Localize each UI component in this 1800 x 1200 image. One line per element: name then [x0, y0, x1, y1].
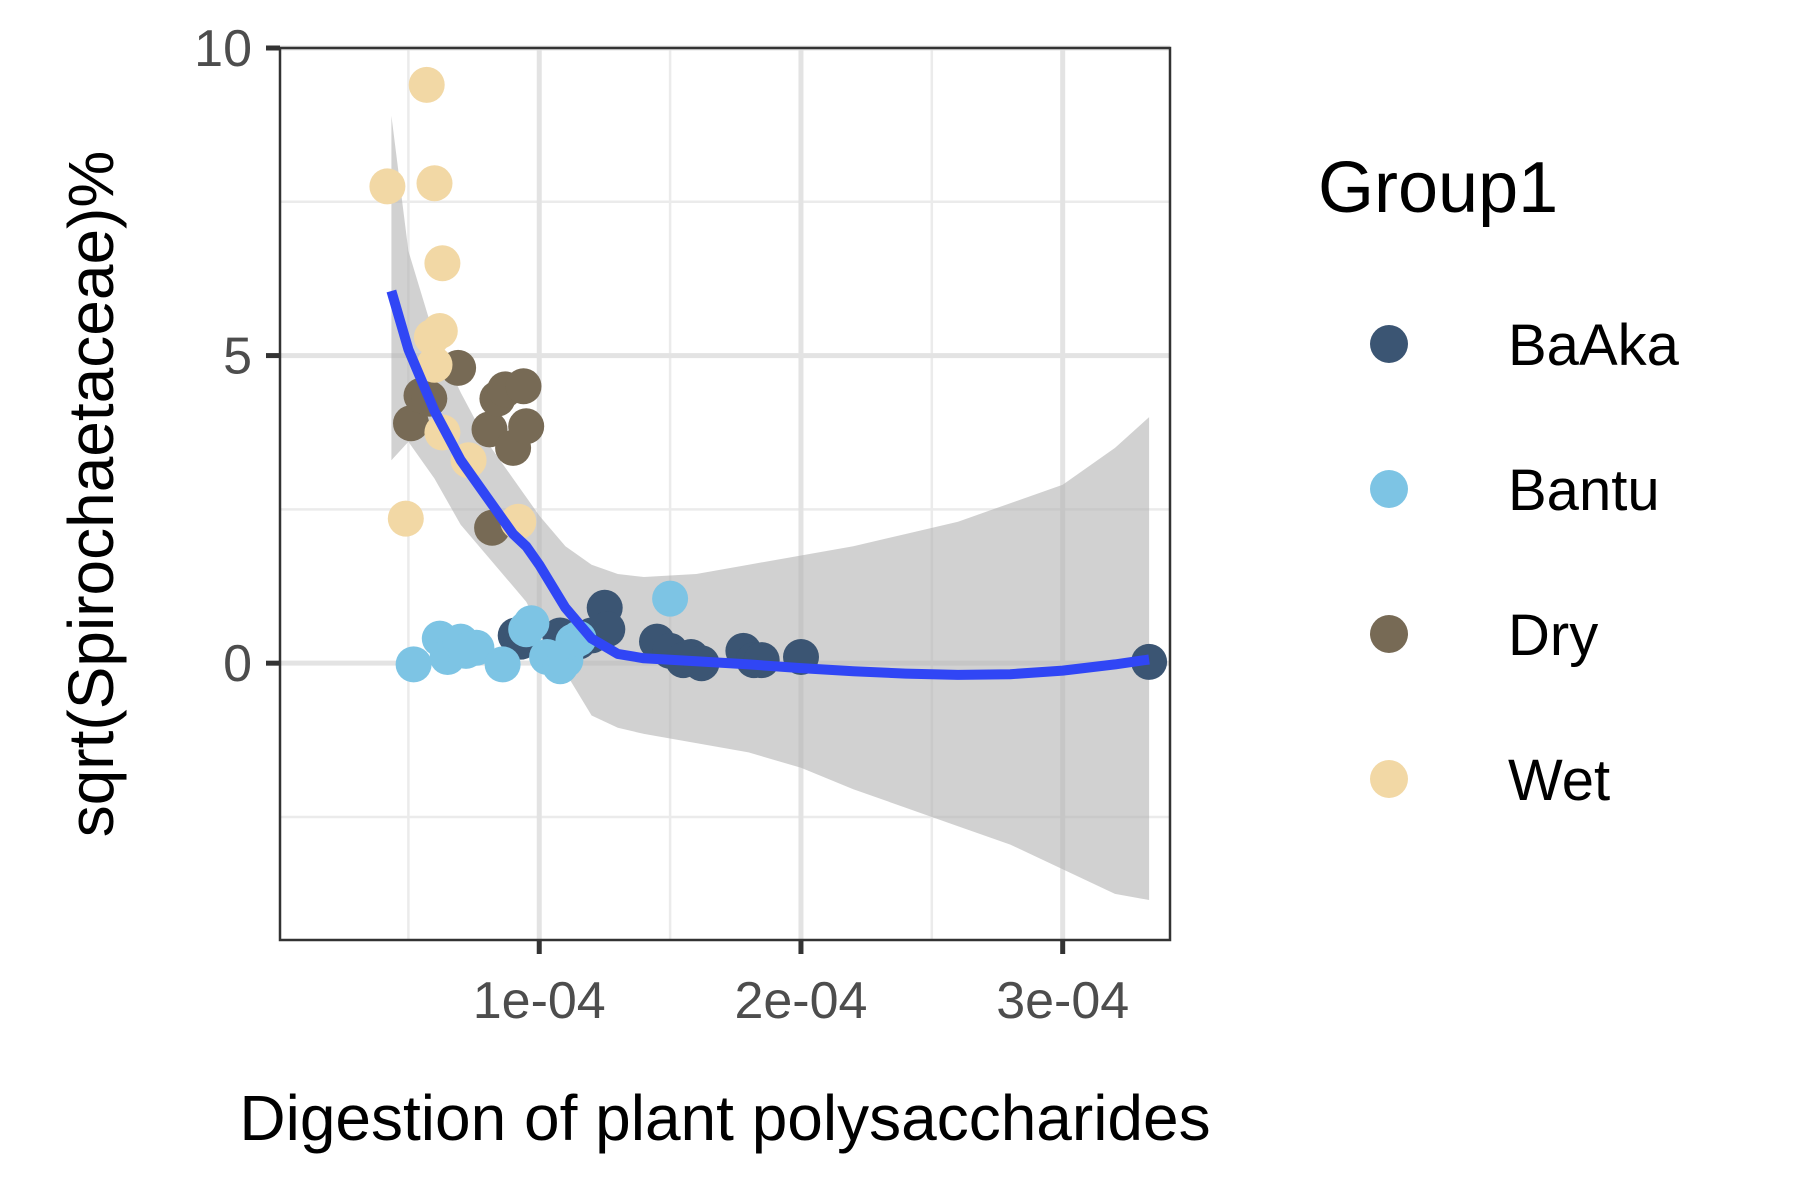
y-axis-title: sqrt(Spirochaetaceae)% — [55, 151, 127, 838]
plot-area — [278, 45, 1172, 942]
legend-key-dry — [1370, 615, 1408, 653]
smooth-confidence-band — [391, 115, 1150, 900]
data-point-bantu — [652, 580, 689, 617]
legend-key-baaka — [1370, 325, 1408, 363]
data-point-dry — [505, 368, 542, 405]
legend-item-baaka: BaAka — [1370, 313, 1680, 378]
legend-item-bantu: Bantu — [1370, 458, 1660, 523]
data-point-wet — [421, 313, 458, 349]
y-axis-ticks: 0 5 10 — [194, 20, 280, 693]
x-axis-title: Digestion of plant polysaccharides — [239, 1082, 1210, 1154]
x-tick-label: 2e-04 — [734, 972, 867, 1030]
y-tick-label: 5 — [223, 328, 252, 386]
data-point-wet — [424, 245, 461, 282]
data-points — [369, 66, 1168, 685]
x-tick-label: 3e-04 — [996, 972, 1129, 1030]
smooth-trend-line — [386, 289, 1150, 680]
legend-label: Dry — [1508, 603, 1598, 668]
data-point-bantu — [395, 646, 432, 683]
legend-item-wet: Wet — [1370, 748, 1610, 813]
data-point-wet — [387, 500, 424, 537]
data-point-wet — [416, 165, 453, 202]
data-point-bantu — [513, 605, 550, 642]
legend: Group1 BaAka Bantu Dry Wet — [1318, 148, 1680, 813]
legend-label: Wet — [1508, 748, 1610, 813]
x-tick-label: 1e-04 — [473, 972, 606, 1030]
legend-key-bantu — [1370, 470, 1408, 508]
data-point-bantu — [484, 646, 521, 683]
data-point-dry — [508, 408, 545, 445]
legend-label: BaAka — [1508, 313, 1680, 378]
data-point-dry — [393, 405, 429, 442]
legend-item-dry: Dry — [1370, 603, 1598, 668]
data-point-wet — [369, 168, 406, 205]
legend-key-wet — [1370, 760, 1408, 798]
data-point-wet — [408, 66, 445, 103]
x-axis-ticks: 1e-04 2e-04 3e-04 — [473, 940, 1129, 1030]
legend-title: Group1 — [1318, 148, 1558, 228]
x-axis: 1e-04 2e-04 3e-04 Digestion of plant polys… — [239, 940, 1211, 1154]
panel-border — [278, 46, 1172, 942]
data-point-bantu — [458, 629, 495, 666]
data-point-wet — [416, 346, 453, 383]
legend-label: Bantu — [1508, 458, 1660, 523]
y-tick-label: 0 — [223, 635, 252, 693]
y-tick-label: 10 — [194, 20, 252, 78]
y-axis: 0 5 10 sqrt(Spirochaetaceae)% — [55, 20, 280, 837]
legend-items: BaAka Bantu Dry Wet — [1370, 313, 1680, 813]
